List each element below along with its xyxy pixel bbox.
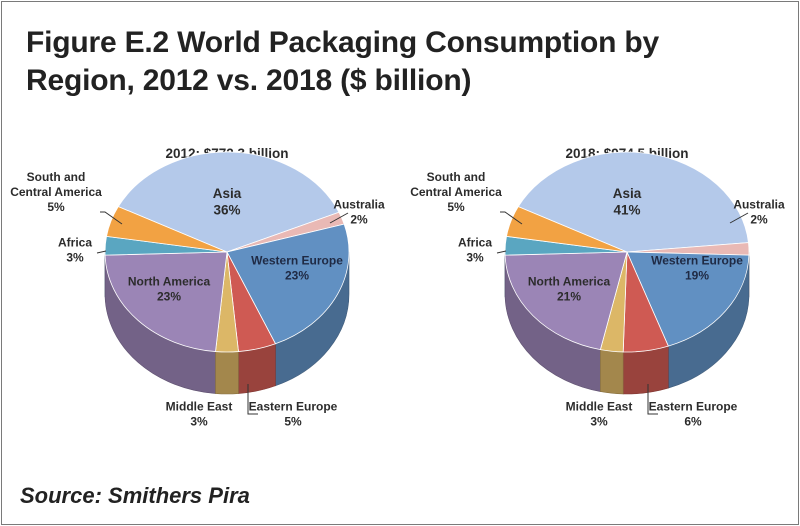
leader-line-australia bbox=[729, 212, 749, 224]
figure-title: Figure E.2 World Packaging Consumption b… bbox=[26, 24, 659, 100]
pie-slice-north-america bbox=[504, 251, 628, 351]
label-western-europe: Western Europe 19% bbox=[651, 254, 743, 283]
leader-line-australia bbox=[329, 212, 349, 224]
label-eastern-europe: Eastern Europe 6% bbox=[649, 400, 738, 429]
leader-line-africa bbox=[496, 250, 507, 254]
pie-chart-2: 2018: $974.5 billionAsia41%Australia2%We… bbox=[410, 146, 785, 429]
pie-slice-south-and-central-america bbox=[506, 206, 628, 253]
leader-line-south-and-central-america bbox=[500, 211, 523, 225]
label-south-and-central-america: South and Central America 5% bbox=[10, 170, 102, 214]
label-south-and-central-america: South and Central America 5% bbox=[410, 170, 502, 214]
label-asia: Asia 36% bbox=[213, 186, 242, 218]
leader-line-eastern-europe bbox=[647, 384, 658, 415]
pie-labels: Asia 36% Australia 2% Western Europe 23% Easte… bbox=[10, 170, 385, 429]
pie-wall-middle-east bbox=[600, 349, 624, 395]
label-north-america: North America 21% bbox=[528, 275, 611, 304]
label-eastern-europe: Eastern Europe 5% bbox=[249, 400, 338, 429]
label-western-europe: Western Europe 23% bbox=[251, 254, 343, 283]
leader-line-eastern-europe bbox=[247, 384, 258, 415]
pie-chart-1: 2012: $772.3 billionAsia36%Australia2%We… bbox=[10, 146, 385, 429]
pie-slice-asia bbox=[517, 151, 749, 253]
label-north-america: North America 23% bbox=[128, 275, 211, 304]
pie-slice-south-and-central-america bbox=[106, 206, 228, 253]
source-note: Source: Smithers Pira bbox=[20, 483, 250, 508]
pie-top bbox=[504, 151, 750, 353]
pie-wall-middle-east bbox=[215, 351, 239, 395]
label-middle-east: Middle East 3% bbox=[166, 400, 233, 429]
pie-top bbox=[104, 151, 350, 353]
leader-line-south-and-central-america bbox=[100, 211, 123, 225]
title-line-2: Region, 2012 vs. 2018 ($ billion) bbox=[26, 64, 472, 97]
label-africa: Africa 3% bbox=[58, 236, 92, 265]
pie-slice-western-europe bbox=[626, 251, 750, 347]
pie-labels: Asia 41% Australia 2% Western Europe 19% Easte… bbox=[410, 170, 785, 429]
label-australia: Australia 2% bbox=[733, 198, 785, 227]
title-line-1: Figure E.2 World Packaging Consumption b… bbox=[26, 26, 659, 59]
pie-slice-western-europe bbox=[226, 223, 350, 345]
label-australia: Australia 2% bbox=[333, 198, 385, 227]
pie-walls bbox=[504, 251, 750, 395]
label-asia: Asia 41% bbox=[613, 186, 642, 218]
pie-slice-north-america bbox=[104, 251, 228, 352]
pie-slice-asia bbox=[117, 151, 340, 253]
pie-wall-eastern-europe bbox=[622, 345, 669, 395]
label-middle-east: Middle East 3% bbox=[566, 400, 633, 429]
leader-line-africa bbox=[96, 250, 107, 254]
label-africa: Africa 3% bbox=[458, 236, 492, 265]
